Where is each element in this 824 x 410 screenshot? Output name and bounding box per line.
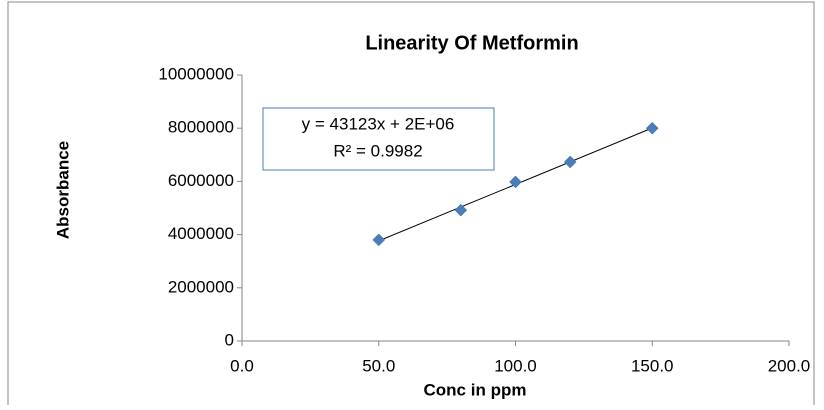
y-tick-label: 2000000 [168, 277, 234, 296]
y-tick-label: 6000000 [168, 171, 234, 190]
x-tick-label: 100.0 [494, 356, 537, 375]
y-tick-label: 4000000 [168, 224, 234, 243]
trendline-equation: y = 43123x + 2E+06 [302, 114, 455, 133]
chart-title: Linearity Of Metformin [365, 32, 578, 54]
data-point [563, 155, 577, 169]
x-tick-label: 0.0 [230, 356, 254, 375]
y-tick-label: 10000000 [158, 64, 234, 83]
y-axis-title: Absorbance [53, 141, 72, 239]
y-tick-label: 8000000 [168, 118, 234, 137]
x-tick-label: 150.0 [631, 356, 674, 375]
data-point [454, 203, 468, 217]
data-point [645, 121, 659, 135]
x-tick-label: 200.0 [768, 356, 811, 375]
x-tick-label: 50.0 [362, 356, 395, 375]
data-point [372, 233, 386, 247]
x-axis-title: Conc in ppm [424, 380, 527, 399]
equation-box [262, 107, 495, 171]
chart-frame [7, 1, 815, 410]
trendline-r-squared: R² = 0.9982 [333, 141, 422, 160]
y-tick-label: 0 [225, 330, 234, 349]
data-point [509, 175, 522, 189]
